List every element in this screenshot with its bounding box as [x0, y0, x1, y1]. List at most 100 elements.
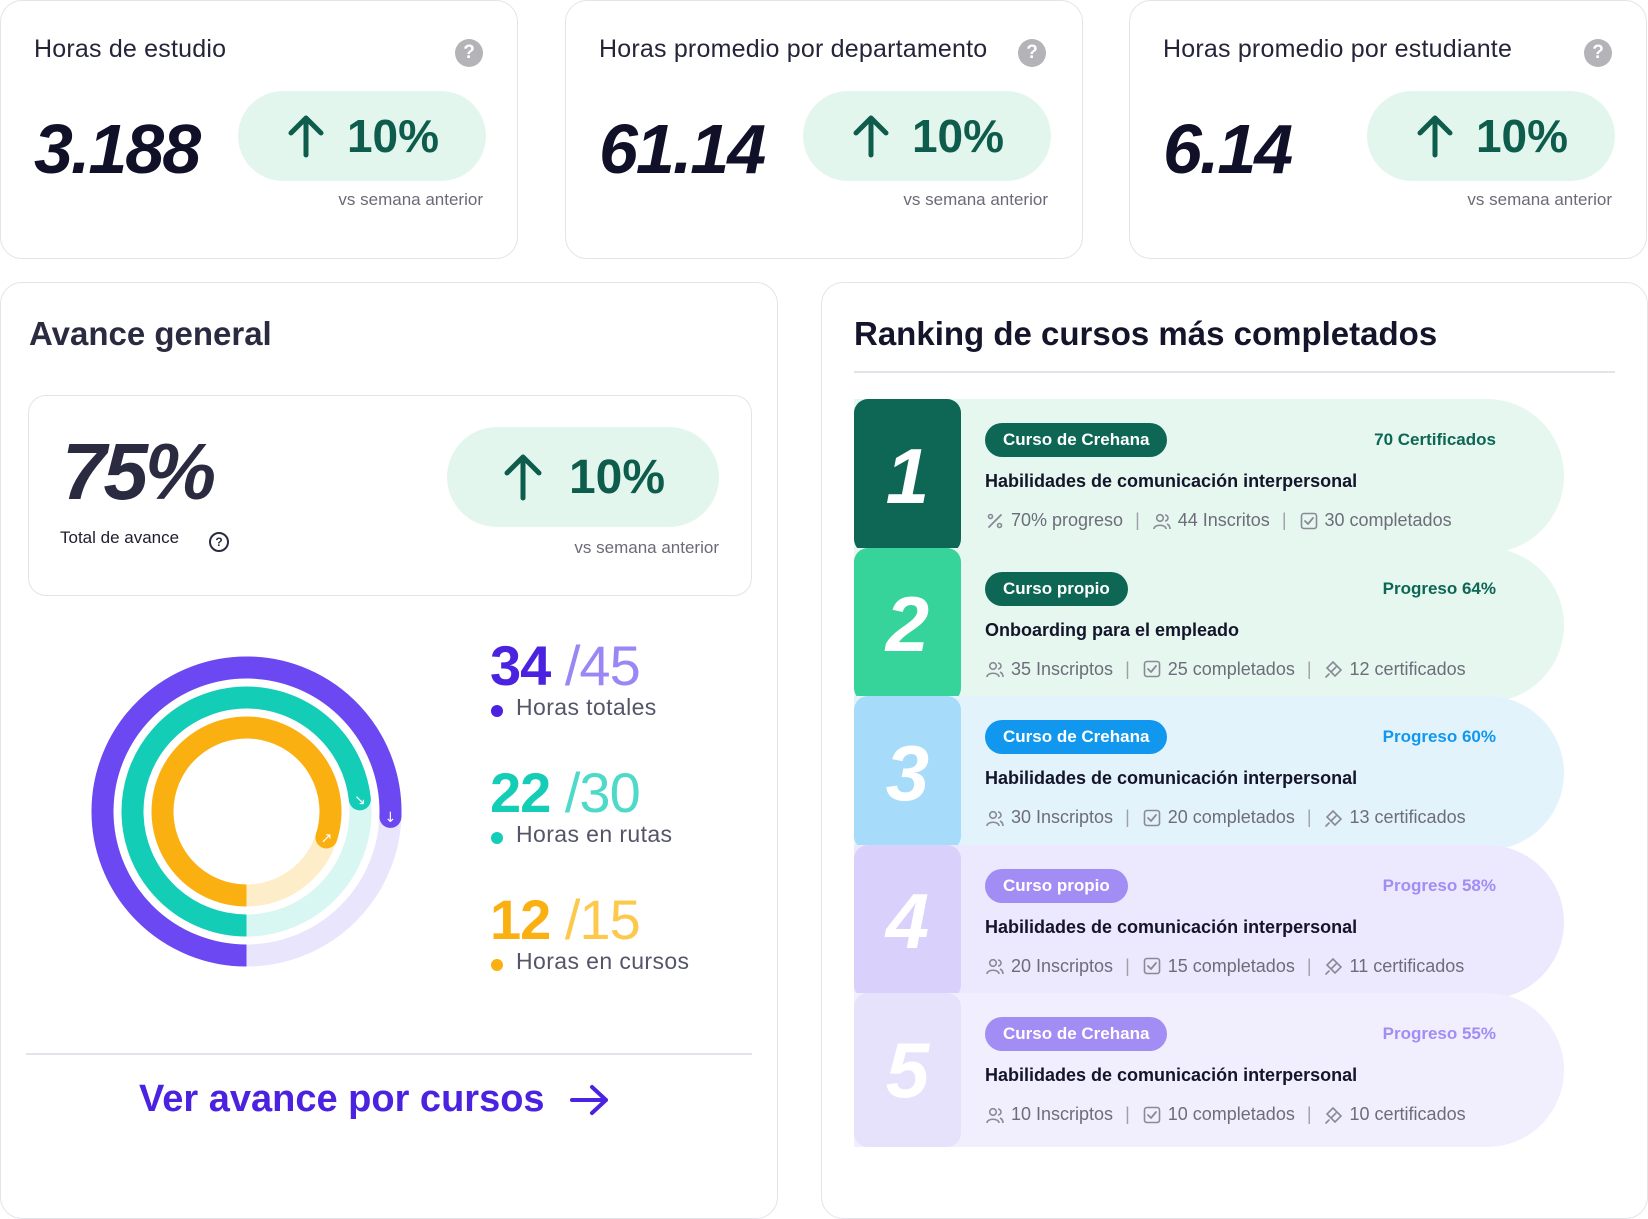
stat-sep: /	[564, 634, 581, 697]
ranking-row[interactable]: 1 Curso de Crehana 70 Certificados Habil…	[854, 399, 1564, 553]
divider	[854, 371, 1615, 373]
ranking-row[interactable]: 2 Curso propio Progreso 64% Onboarding p…	[854, 547, 1564, 702]
arrow-icon: ↗	[321, 830, 333, 846]
trend-caption: vs semana anterior	[338, 190, 483, 209]
stat-label: Horas totales	[516, 694, 657, 720]
ranking-row[interactable]: 3 Curso de Crehana Progreso 60% Habilida…	[854, 696, 1564, 850]
separator: |	[1125, 955, 1130, 976]
trend-value: 10%	[911, 110, 1005, 162]
progress-donut-chart: ↓ ↘ ↗	[91, 656, 402, 967]
course-stats: 10 Inscriptos | 10 completados | 10 cert…	[985, 1104, 1466, 1125]
stat-sep: /	[564, 888, 581, 951]
section-title: Avance general	[29, 315, 272, 352]
course-stats: 30 Inscriptos | 20 completados | 13 cert…	[985, 807, 1466, 828]
help-icon[interactable]: ?	[455, 39, 483, 67]
arrow-up-icon	[1417, 115, 1453, 158]
ring-progress-arc	[121, 686, 371, 937]
kpi-card-horas-departamento: Horas promedio por departamento ? 61.14 …	[565, 0, 1083, 259]
ring-progress-arc	[151, 716, 342, 907]
rank-number: 3	[854, 696, 961, 850]
trend-caption: vs semana anterior	[903, 190, 1048, 209]
course-name: Habilidades de comunicación interpersona…	[985, 916, 1358, 937]
course-metric: 70 Certificados	[1374, 430, 1496, 449]
trend-caption: vs semana anterior	[574, 538, 719, 557]
course-name: Habilidades de comunicación interpersona…	[985, 471, 1358, 491]
course-stat: 12 certificados	[1349, 658, 1466, 679]
kpi-title: Horas promedio por departamento	[599, 35, 988, 63]
checkbox-icon	[1300, 512, 1317, 529]
kpi-title: Horas promedio por estudiante	[1163, 35, 1513, 63]
rank-number: 5	[854, 993, 961, 1147]
arrow-up-icon	[504, 454, 542, 501]
course-stat: 10 certificados	[1349, 1104, 1466, 1124]
stat-done: 34	[490, 634, 551, 697]
separator: |	[1281, 510, 1287, 530]
checkbox-icon	[1143, 957, 1161, 975]
course-stat: 30 Inscriptos	[1011, 807, 1114, 827]
help-icon[interactable]: ?	[209, 532, 229, 552]
course-name: Habilidades de comunicación interpersona…	[985, 768, 1358, 788]
ranking-row[interactable]: 4 Curso propio Progreso 58% Habilidades …	[854, 844, 1564, 999]
course-name: Habilidades de comunicación interpersona…	[985, 1065, 1358, 1085]
trend-value: 10%	[568, 450, 666, 504]
certificate-icon	[1324, 660, 1342, 678]
rank-number: 4	[854, 844, 961, 999]
help-icon[interactable]: ?	[1018, 39, 1046, 67]
separator: |	[1306, 1104, 1312, 1124]
course-stat: 10 completados	[1167, 1104, 1295, 1124]
kpi-value: 6.14	[1163, 110, 1293, 188]
stat-done: 12	[490, 888, 551, 951]
kpi-value: 61.14	[599, 110, 766, 188]
certificate-icon	[1324, 957, 1342, 975]
course-stats: 35 Inscriptos | 25 completados | 12 cert…	[985, 659, 1466, 680]
checkbox-icon	[1143, 1106, 1161, 1123]
trend-value: 10%	[1475, 110, 1569, 162]
course-type-tag: Curso de Crehana	[985, 423, 1168, 457]
kpi-card-horas-estudiante: Horas promedio por estudiante ? 6.14 10%…	[1129, 0, 1647, 259]
total-avance-label: Total de avance	[60, 528, 180, 547]
course-stat: 20 Inscriptos	[1011, 955, 1114, 976]
stat-done: 22	[490, 761, 551, 824]
cta-label: Ver avance por cursos	[139, 1078, 545, 1120]
course-name: Onboarding para el empleado	[985, 619, 1240, 640]
avance-general-card: Avance general 75% Total de avance ? 10%…	[0, 282, 778, 1219]
course-stat: 10 Inscriptos	[1011, 1104, 1114, 1124]
ranking-row[interactable]: 5 Curso de Crehana Progreso 55% Habilida…	[854, 993, 1564, 1147]
arrow-icon: ↘	[354, 792, 366, 808]
course-stats: 20 Inscriptos | 15 completados | 11 cert…	[985, 956, 1464, 977]
divider	[26, 1053, 752, 1055]
certificate-icon	[1324, 809, 1342, 827]
trend-badge: 10%	[803, 91, 1051, 181]
stat-label: Horas en cursos	[516, 948, 690, 974]
course-stat: 20 completados	[1167, 807, 1295, 827]
course-type-tag: Curso de Crehana	[985, 1017, 1168, 1051]
users-icon	[986, 958, 1004, 975]
arrow-right-icon	[569, 1084, 608, 1115]
rank-number: 1	[854, 399, 961, 553]
course-stat: 30 completados	[1324, 510, 1452, 530]
percent-icon	[987, 513, 1003, 528]
course-stat: 35 Inscriptos	[1011, 658, 1114, 679]
arrow-icon: ↓	[385, 810, 397, 826]
ring-end-cap	[315, 826, 338, 849]
trend-badge: 10%	[1367, 91, 1615, 181]
users-icon	[1152, 513, 1171, 529]
ver-avance-link[interactable]: Ver avance por cursos	[139, 1078, 611, 1121]
ring-progress-arc	[91, 656, 402, 967]
separator: |	[1125, 807, 1130, 827]
course-type-tag: Curso propio	[985, 868, 1128, 903]
course-stat: 13 certificados	[1349, 807, 1466, 827]
users-icon	[986, 810, 1004, 826]
rank-number: 2	[854, 547, 961, 702]
kpi-title: Horas de estudio	[34, 35, 227, 63]
section-title: Ranking de cursos más completados	[854, 315, 1438, 352]
stat-sep: /	[564, 761, 581, 824]
help-icon[interactable]: ?	[1584, 39, 1612, 67]
users-icon	[986, 661, 1004, 678]
stat-horas-totales: 34 /45 Horas totales	[490, 633, 657, 721]
separator: |	[1135, 510, 1140, 530]
stat-horas-cursos: 12 /15 Horas en cursos	[490, 887, 689, 975]
stat-label: Horas en rutas	[516, 821, 673, 847]
checkbox-icon	[1143, 809, 1161, 826]
course-metric: Progreso 60%	[1382, 727, 1496, 746]
